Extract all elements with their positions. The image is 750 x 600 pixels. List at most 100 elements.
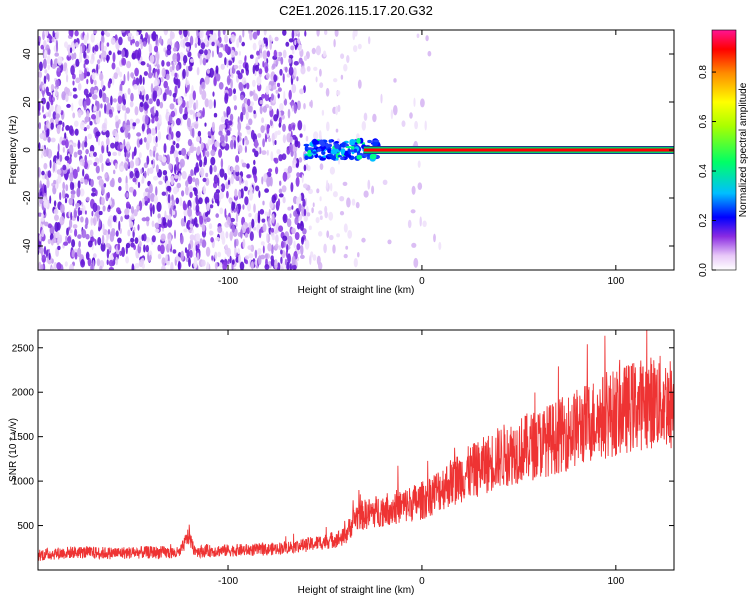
noise-speckle xyxy=(91,72,96,80)
noise-speckle xyxy=(179,105,183,115)
noise-speckle xyxy=(69,172,74,183)
noise-speckle xyxy=(213,165,217,173)
noise-speckle xyxy=(353,258,358,268)
noise-speckle xyxy=(38,35,41,42)
noise-speckle xyxy=(288,66,294,76)
noise-speckle xyxy=(146,127,152,136)
noise-speckle xyxy=(238,64,242,70)
noise-speckle xyxy=(117,95,123,104)
noise-speckle xyxy=(204,49,208,56)
noise-speckle xyxy=(244,255,250,260)
noise-speckle xyxy=(183,209,189,217)
noise-speckle xyxy=(89,144,95,153)
noise-speckle xyxy=(203,184,206,195)
signal-cluster-blob xyxy=(372,139,380,143)
noise-speckle xyxy=(266,50,271,58)
noise-speckle xyxy=(90,237,95,242)
noise-speckle xyxy=(93,30,98,34)
noise-speckle xyxy=(154,228,160,233)
noise-speckle xyxy=(71,102,74,112)
noise-speckle xyxy=(238,59,243,65)
noise-speckle xyxy=(271,213,275,224)
noise-speckle xyxy=(125,242,131,249)
noise-speckle xyxy=(217,251,222,258)
noise-speckle xyxy=(335,105,339,116)
noise-speckle xyxy=(244,145,247,153)
noise-speckle xyxy=(253,226,257,231)
noise-speckle xyxy=(291,49,295,55)
noise-speckle xyxy=(268,168,273,173)
noise-speckle xyxy=(280,56,284,65)
noise-speckle xyxy=(170,131,174,140)
noise-speckle xyxy=(293,162,296,169)
noise-speckle xyxy=(47,170,52,178)
noise-speckle xyxy=(230,34,236,43)
noise-speckle xyxy=(63,62,68,69)
noise-speckle xyxy=(103,183,107,188)
noise-speckle xyxy=(172,210,176,215)
signal-cluster-blob xyxy=(325,142,329,149)
noise-speckle xyxy=(280,240,285,249)
noise-speckle xyxy=(181,171,187,180)
noise-speckle xyxy=(155,135,158,143)
noise-speckle xyxy=(297,44,303,52)
noise-speckle xyxy=(189,58,195,63)
noise-speckle xyxy=(148,98,153,105)
noise-speckle xyxy=(255,185,260,192)
noise-speckle xyxy=(413,257,419,268)
noise-speckle xyxy=(234,246,237,257)
noise-speckle xyxy=(343,223,348,233)
noise-speckle xyxy=(301,60,304,66)
noise-speckle xyxy=(173,150,179,159)
noise-speckle xyxy=(87,133,93,140)
noise-speckle xyxy=(68,197,74,206)
noise-speckle xyxy=(106,54,109,63)
noise-speckle xyxy=(159,101,164,109)
noise-speckle xyxy=(279,180,282,186)
noise-speckle xyxy=(293,103,297,114)
noise-speckle xyxy=(252,148,256,153)
noise-speckle xyxy=(102,223,105,233)
noise-speckle xyxy=(303,124,306,132)
noise-speckle xyxy=(249,186,253,192)
noise-speckle xyxy=(72,142,77,148)
noise-speckle xyxy=(278,225,284,232)
noise-speckle xyxy=(54,221,59,233)
noise-speckle xyxy=(47,127,50,137)
noise-speckle xyxy=(104,173,108,179)
noise-speckle xyxy=(125,201,131,209)
noise-speckle xyxy=(128,216,132,225)
noise-speckle xyxy=(257,248,262,255)
noise-speckle xyxy=(309,254,312,265)
y-tick-label: -20 xyxy=(22,190,33,205)
noise-speckle xyxy=(230,50,235,58)
noise-speckle xyxy=(211,41,215,47)
noise-speckle xyxy=(66,54,72,61)
noise-speckle xyxy=(64,155,70,161)
noise-speckle xyxy=(52,111,57,120)
noise-speckle xyxy=(165,254,169,262)
signal-cluster-blob xyxy=(369,153,377,160)
noise-speckle xyxy=(92,46,95,53)
noise-speckle xyxy=(141,123,145,132)
noise-speckle xyxy=(218,184,222,191)
noise-speckle xyxy=(189,35,194,46)
signal-cluster-blob xyxy=(334,141,340,144)
noise-speckle xyxy=(118,220,121,231)
noise-speckle xyxy=(279,103,284,111)
noise-speckle xyxy=(189,109,194,115)
noise-speckle xyxy=(417,160,421,168)
noise-speckle xyxy=(351,198,356,206)
noise-speckle xyxy=(245,125,251,130)
noise-speckle xyxy=(173,174,179,179)
signal-cluster-blob xyxy=(345,146,352,149)
noise-speckle xyxy=(178,173,181,181)
noise-speckle xyxy=(208,99,213,110)
noise-speckle xyxy=(169,150,173,155)
noise-speckle xyxy=(131,213,135,221)
noise-speckle xyxy=(199,167,205,178)
noise-speckle xyxy=(241,162,247,168)
noise-speckle xyxy=(148,43,153,54)
noise-speckle xyxy=(209,164,213,175)
noise-speckle xyxy=(201,81,206,90)
